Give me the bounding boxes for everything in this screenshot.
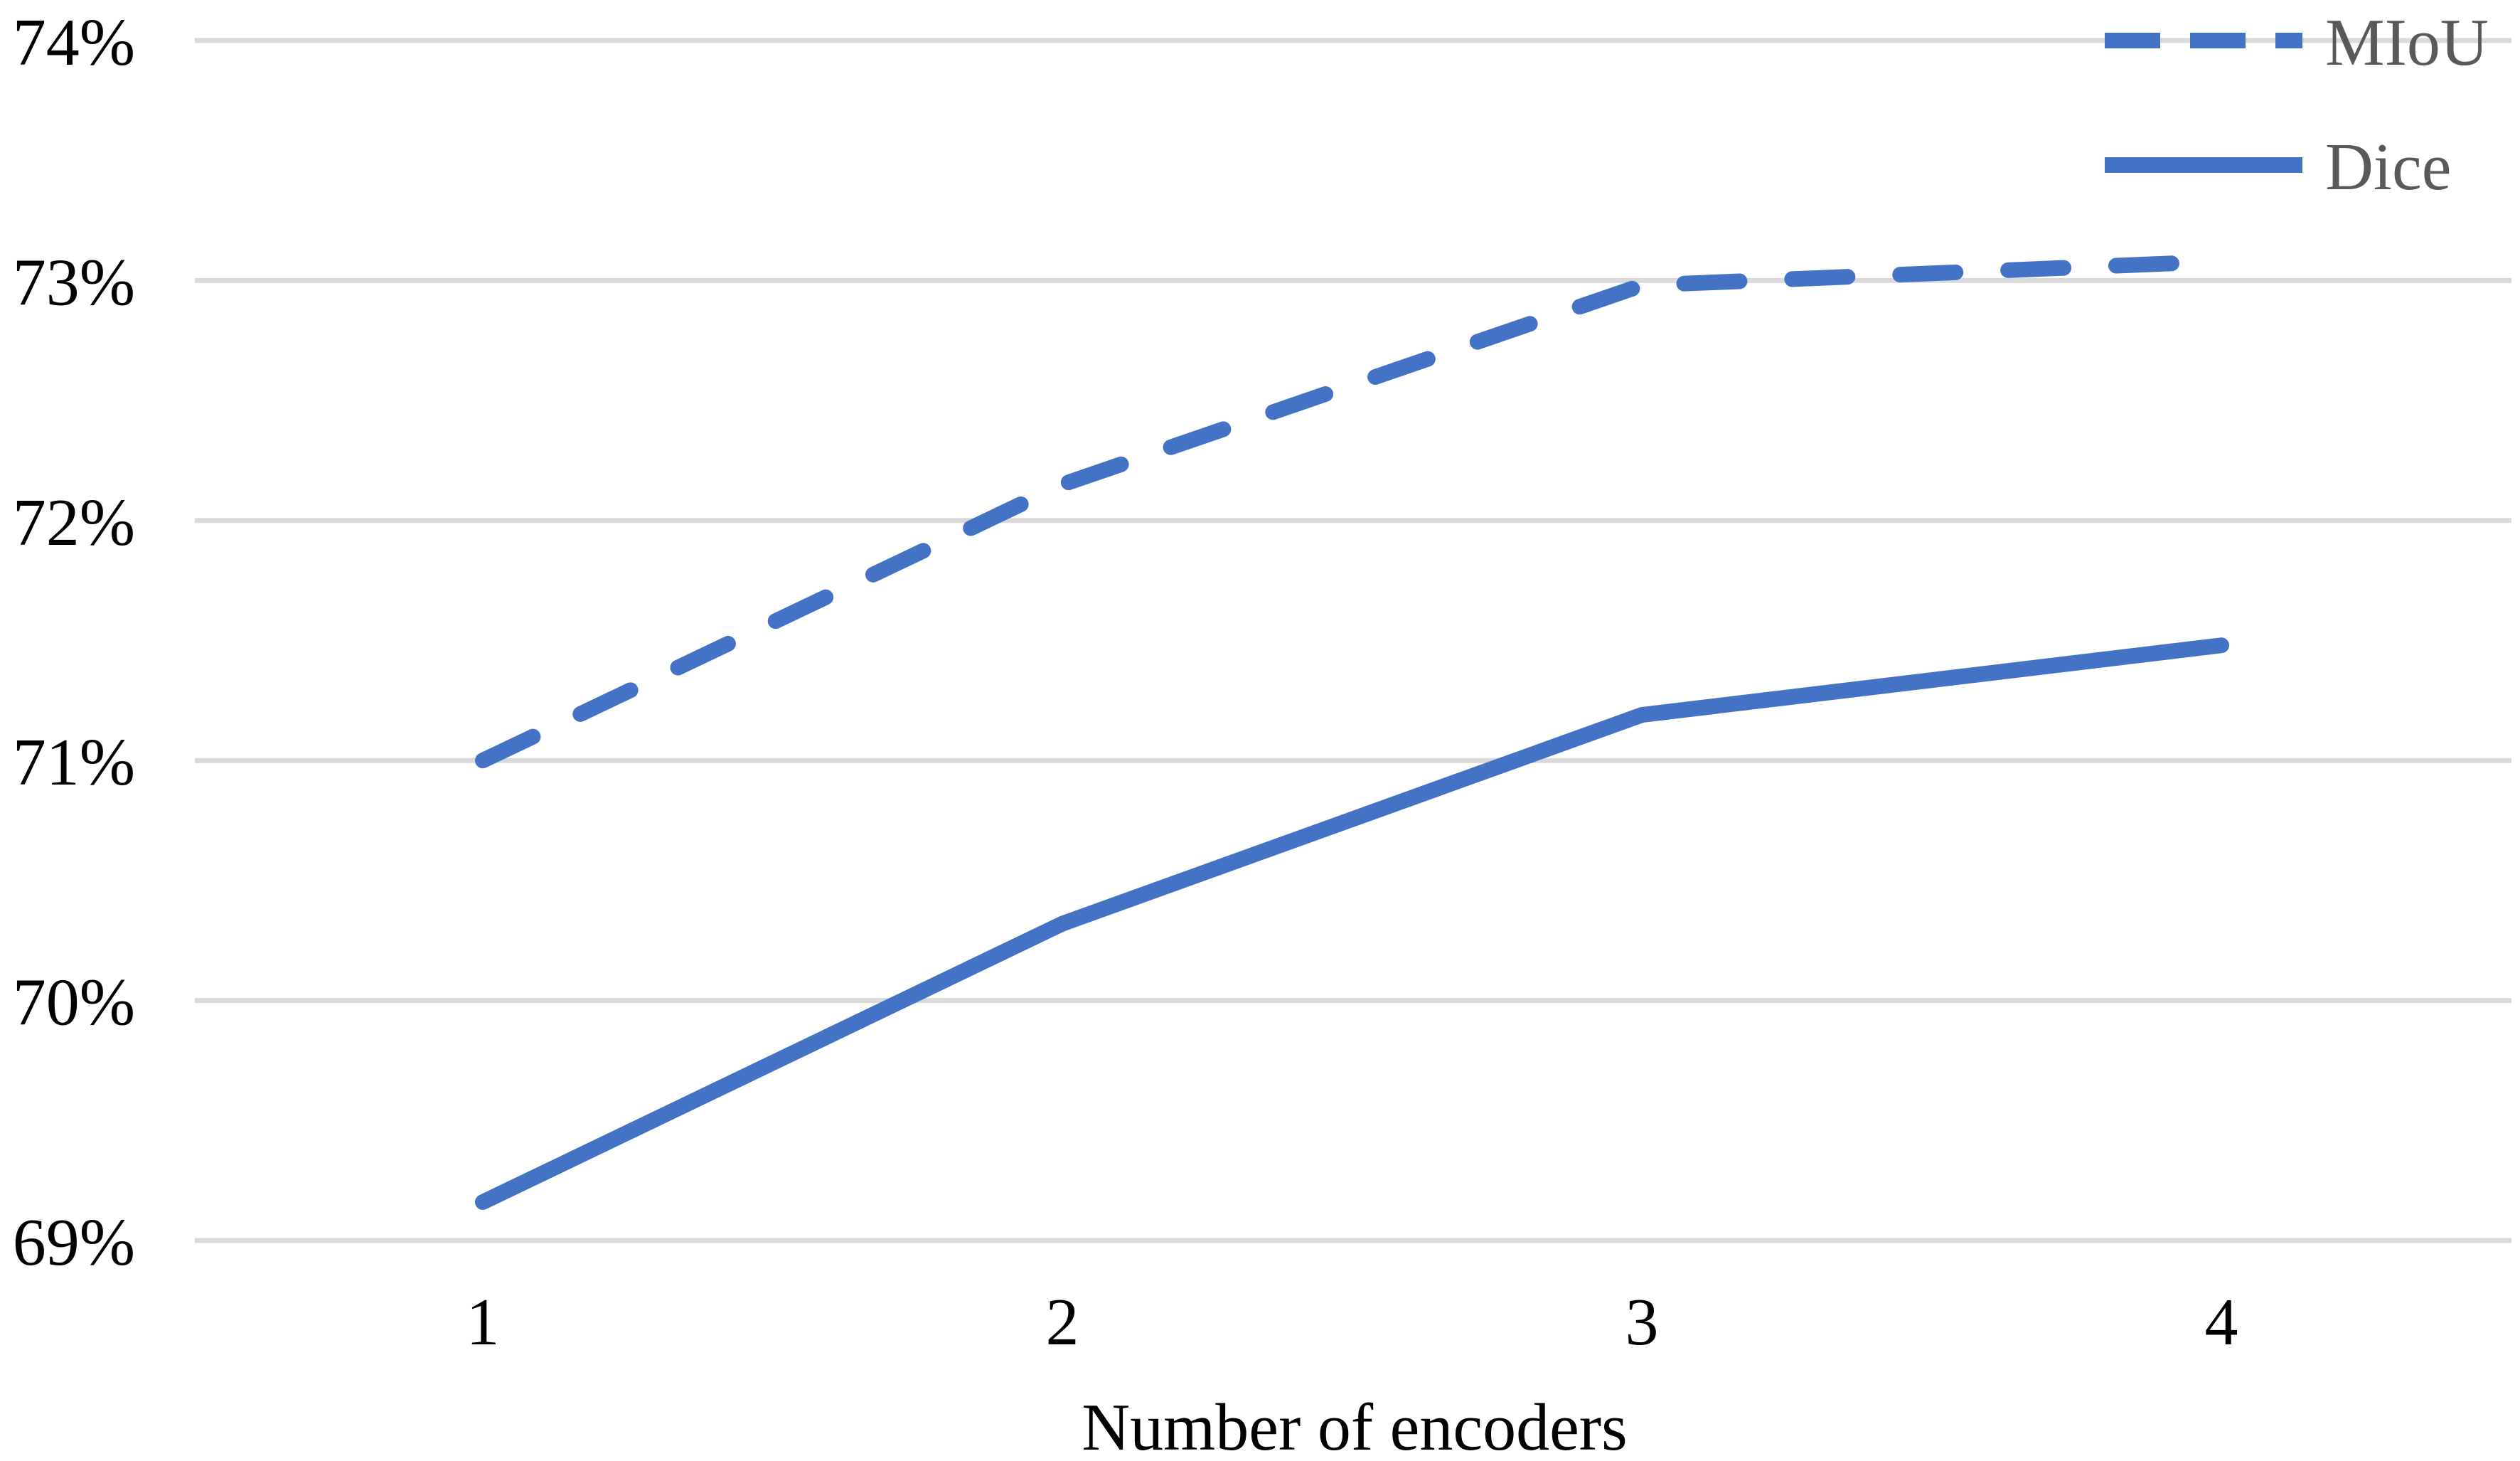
x-tick-label: 2 [1046, 1285, 1079, 1359]
x-axis-tick-labels: 1 2 3 4 [466, 1285, 2238, 1359]
legend-label-miou: MIoU [2325, 6, 2489, 80]
x-tick-label: 4 [2205, 1285, 2238, 1359]
x-axis-title: Number of encoders [1082, 1391, 1627, 1461]
legend-label-dice: Dice [2325, 130, 2451, 204]
y-tick-label: 70% [13, 966, 135, 1040]
x-tick-label: 1 [466, 1285, 500, 1359]
y-axis-tick-labels: 69% 70% 71% 72% 73% 74% [13, 6, 135, 1280]
y-tick-label: 69% [13, 1206, 135, 1280]
y-tick-label: 72% [13, 486, 135, 560]
legend: MIoU Dice [2105, 6, 2489, 204]
y-tick-label: 71% [13, 726, 135, 799]
y-tick-label: 73% [13, 245, 135, 319]
y-tick-label: 74% [13, 6, 135, 80]
series-line-dice [475, 637, 2229, 1211]
series-line-miou [475, 253, 2229, 769]
series-lines [475, 253, 2229, 1211]
gridlines [195, 38, 2511, 1243]
x-tick-label: 3 [1625, 1285, 1659, 1359]
